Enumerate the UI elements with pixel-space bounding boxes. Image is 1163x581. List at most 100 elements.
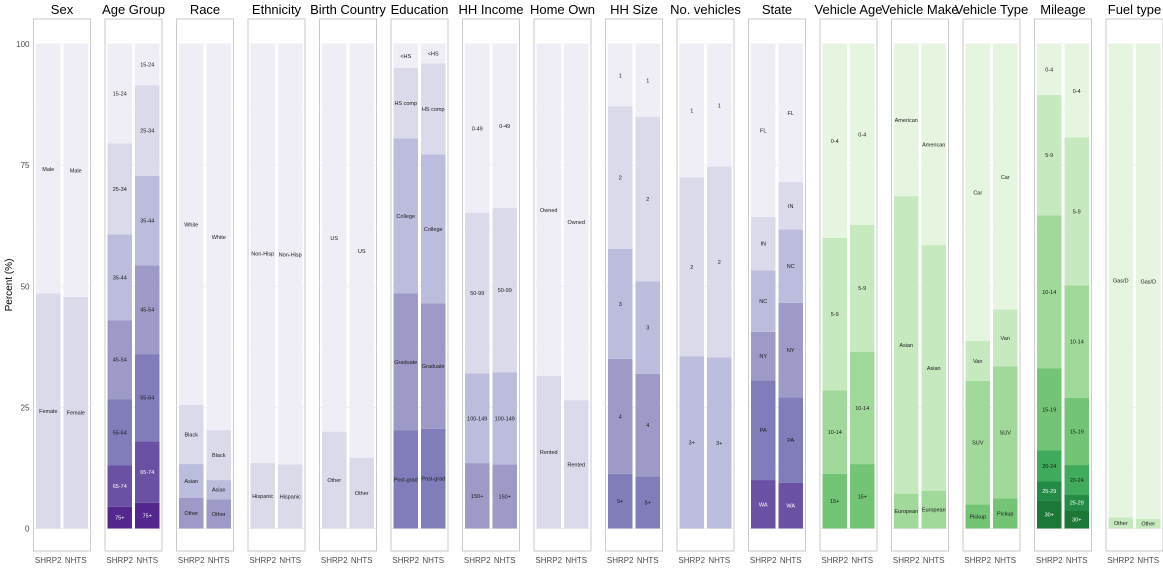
panel-title: Vehicle Make	[881, 2, 958, 17]
segment-label-ny: NY	[759, 354, 767, 360]
bar-segment-4	[635, 373, 660, 477]
bar-segment-25-29	[1064, 494, 1089, 511]
segment-label-4: 4	[619, 414, 622, 420]
bar-segment-5-9	[850, 224, 875, 352]
segment-label-25-29: 25-29	[1042, 489, 1056, 495]
x-tick-label-shrp2: SHRP2	[607, 556, 634, 565]
segment-label-asian: Asian	[212, 488, 226, 494]
bar-segment-50-99	[465, 212, 490, 374]
bar-segment-van	[993, 309, 1018, 367]
panel-hh-income: HH Income 150+ 100-149 50-99 0-49 SHRP2 150+ 10…	[458, 2, 523, 565]
panel-race: Race Other Asian Black White SHRP2 Other Asian B…	[176, 2, 234, 565]
x-tick-label-nhts: NHTS	[923, 556, 945, 565]
bar-segment-rented	[564, 400, 589, 529]
segment-label-0-4: 0-4	[1073, 89, 1081, 95]
bar-segment-wa	[778, 482, 803, 529]
panel-title: Vehicle Type	[955, 2, 1028, 17]
bar-nhts: 150+ 100-149 50-99 0-49 NHTS	[492, 44, 517, 565]
segment-label-college: College	[424, 227, 443, 233]
bar-shrp2: 30+ 25-29 20-24 15-19 10-14 5-9 0-4 SHRP2	[1036, 44, 1063, 565]
panel-ethnicity: Ethnicity Hispanic Non-Hisp SHRP2 Hispanic No…	[247, 2, 306, 565]
bar-shrp2: Other Gas/D SHRP2	[1107, 44, 1135, 565]
x-tick-label-nhts: NHTS	[994, 556, 1016, 565]
bar-segment-graduate	[393, 293, 418, 431]
bar-segment-100-149	[465, 373, 490, 464]
bar-segment-5-9	[1037, 94, 1062, 216]
segment-label-3: 3	[619, 302, 622, 308]
segment-label-1: 1	[646, 78, 649, 84]
bar-nhts: 30+ 25-29 20-24 15-19 10-14 5-9 0-4 NHTS	[1064, 44, 1089, 565]
panel-sex: Sex Female Male SHRP2 Female Male NHTS	[33, 2, 91, 565]
x-tick-label-shrp2: SHRP2	[1036, 556, 1063, 565]
bar-segment-ny	[778, 302, 803, 398]
segment-label-college: College	[396, 214, 415, 220]
x-tick-label-nhts: NHTS	[780, 556, 802, 565]
bar-segment-car	[993, 44, 1018, 310]
x-tick-label-nhts: NHTS	[279, 556, 301, 565]
y-tick-label-0: 0	[25, 525, 30, 534]
segment-label-black: Black	[185, 433, 199, 439]
x-tick-label-shrp2: SHRP2	[750, 556, 777, 565]
bar-segment-non-hisp	[278, 44, 303, 465]
segment-label-150: 150+	[499, 495, 511, 501]
bar-segment-65-74	[107, 465, 132, 507]
segment-label-50-99: 50-99	[498, 288, 512, 294]
x-tick-label-shrp2: SHRP2	[535, 556, 562, 565]
panel-title: HH Income	[458, 2, 523, 17]
segment-label-female: Female	[67, 411, 85, 417]
segment-label-2: 2	[646, 197, 649, 203]
segment-label-hispanic: Hispanic	[280, 495, 301, 501]
bar-segment-150	[465, 463, 490, 529]
segment-label-5-9: 5-9	[858, 286, 866, 292]
bar-segment-75	[107, 506, 132, 529]
segment-label-25-34: 25-34	[113, 187, 127, 193]
bar-segment-5	[608, 473, 633, 529]
y-tick-label-100: 100	[16, 40, 30, 49]
segment-label-10-14: 10-14	[1042, 290, 1056, 296]
bar-shrp2: Post-grad Graduate College HS comp <HS SHRP2	[392, 44, 420, 565]
segment-label-15: 15+	[830, 499, 839, 505]
segment-label-us: US	[358, 249, 366, 255]
segment-label-american: American	[922, 143, 945, 149]
bar-segment-post-grad	[393, 430, 418, 529]
x-tick-label-nhts: NHTS	[565, 556, 587, 565]
segment-label-asian: Asian	[927, 366, 941, 372]
segment-label-van: Van	[1001, 336, 1010, 342]
panel-title: State	[762, 2, 792, 17]
x-tick-label-nhts: NHTS	[136, 556, 158, 565]
segment-label-35-44: 35-44	[140, 219, 154, 225]
panel-home-own: Home Own Rented Owned SHRP2 Rented Owned NHTS	[530, 2, 595, 565]
segment-label-30: 30+	[1072, 517, 1081, 523]
panel-vehicle-make: Vehicle MakeEuropeanAsianAmericanSHRP2Eu…	[881, 2, 958, 565]
bar-segment-15	[850, 464, 875, 529]
segment-label-pickup: Pickup	[969, 514, 986, 520]
segment-label-van: Van	[973, 359, 982, 365]
x-tick-label-shrp2: SHRP2	[1107, 556, 1134, 565]
bar-segment-0-4	[850, 44, 875, 225]
x-tick-label-nhts: NHTS	[208, 556, 230, 565]
bar-segment-us	[322, 44, 347, 432]
bar-segment-0-4	[1037, 44, 1062, 95]
x-tick-label-nhts: NHTS	[351, 556, 373, 565]
bar-nhts: Hispanic Non-Hisp NHTS	[278, 44, 303, 565]
bar-segment-2	[707, 166, 732, 358]
bar-segment-3	[679, 356, 704, 529]
segment-label-3: 3+	[689, 441, 695, 447]
segment-label-25-34: 25-34	[140, 128, 154, 134]
bar-segment-45-54	[135, 265, 160, 355]
segment-label-rented: Rented	[567, 462, 585, 468]
bar-segment-ny	[751, 331, 776, 381]
bar-segment-european	[894, 493, 919, 529]
x-tick-label-shrp2: SHRP2	[893, 556, 920, 565]
bar-segment-25-34	[107, 143, 132, 235]
segment-label-other: Other	[1141, 522, 1155, 528]
segment-label-25-29: 25-29	[1070, 500, 1084, 506]
x-tick-label-nhts: NHTS	[494, 556, 516, 565]
segment-label-pa: PA	[787, 438, 794, 444]
bar-segment-owned	[536, 44, 561, 376]
segment-label-75: 75+	[115, 516, 124, 522]
segment-label-asian: Asian	[899, 343, 913, 349]
segment-label-100-149: 100-149	[495, 417, 515, 423]
bar-segment-hs	[393, 44, 418, 68]
segment-label-in: IN	[761, 242, 767, 248]
